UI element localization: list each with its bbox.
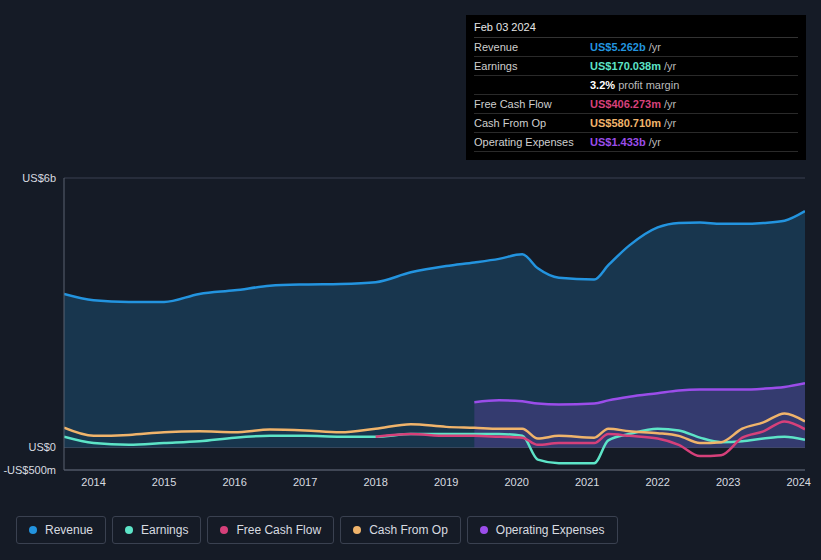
html-text:Operating Expenses: Operating Expenses [495,523,605,537]
html-text:Earnings: Earnings [474,60,518,72]
svg-text:2015: 2015 [152,476,176,488]
html-text:US$580.710m /yr: US$580.710m /yr [590,117,677,129]
html-text:Earnings: Earnings [141,523,189,537]
svg-text:2021: 2021 [575,476,599,488]
svg-text:2017: 2017 [293,476,317,488]
html-text:Free Cash Flow: Free Cash Flow [236,523,322,537]
html-text:Cash From Op: Cash From Op [474,117,547,129]
html-text:Feb 03 2024: Feb 03 2024 [474,21,536,33]
svg-text:2014: 2014 [81,476,105,488]
svg-text:2016: 2016 [222,476,246,488]
svg-text:2024: 2024 [786,476,810,488]
html-text:Revenue: Revenue [474,41,518,53]
html-text:Operating Expenses: Operating Expenses [474,136,574,148]
svg-text:2023: 2023 [716,476,740,488]
svg-text:-US$500m: -US$500m [8,464,56,476]
svg-text:2022: 2022 [645,476,669,488]
html-text:Cash From Op: Cash From Op [369,523,448,537]
svg-text:US$6b: US$6b [22,172,56,184]
html-text:US$406.273m /yr: US$406.273m /yr [590,98,677,110]
svg-text:2018: 2018 [363,476,387,488]
html-text:Revenue: Revenue [45,523,93,537]
html-text:US$5.262b /yr: US$5.262b /yr [590,41,661,53]
svg-text:2019: 2019 [434,476,458,488]
html-text:Free Cash Flow: Free Cash Flow [474,98,552,110]
html-text:US$1.433b /yr: US$1.433b /yr [590,136,661,148]
svg-text:US$0: US$0 [28,441,56,453]
html-text:US$170.038m /yr: US$170.038m /yr [590,60,677,72]
svg-text:2020: 2020 [504,476,528,488]
html-text:3.2% profit margin: 3.2% profit margin [590,79,680,91]
